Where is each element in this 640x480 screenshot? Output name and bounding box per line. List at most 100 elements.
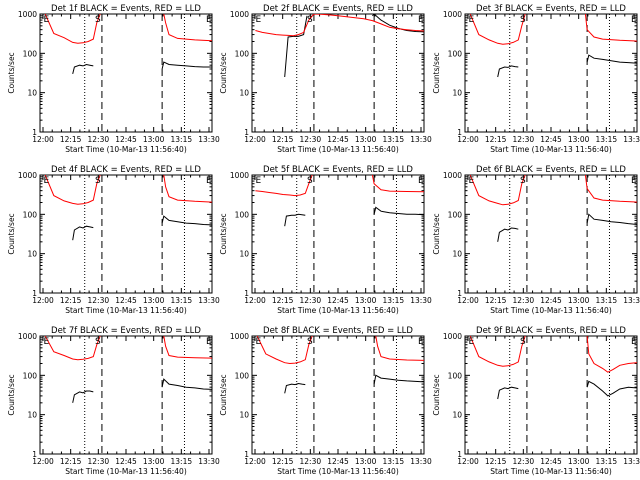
panel-title: Det 2f BLACK = Events, RED = LLD [263, 4, 413, 14]
interval-marker: E [255, 337, 261, 347]
events-rate-line [586, 380, 637, 397]
x-tick-label: 12:15 [485, 457, 507, 466]
detector-panel: Det 3f BLACK = Events, RED = LLD 1 10 100 10… [432, 4, 640, 154]
plot-frame [39, 174, 213, 294]
panel-title: Det 8f BLACK = Events, RED = LLD [263, 326, 413, 336]
lld-rate-line [586, 336, 637, 373]
panel-title: Det 6f BLACK = Events, RED = LLD [476, 165, 626, 175]
lld-rate-line [163, 336, 212, 359]
x-axis-label: Start Time (10-Mar-13 11:56:40) [490, 145, 612, 154]
y-axis-label: Counts/sec [7, 374, 16, 415]
panel-title: Det 4f BLACK = Events, RED = LLD [51, 165, 201, 175]
interval-marker: S [520, 176, 526, 186]
x-tick-label: 13:15 [596, 135, 618, 144]
x-tick-label: 12:45 [540, 457, 562, 466]
x-tick-label: 12:15 [60, 457, 82, 466]
y-tick-label: 1 [457, 128, 462, 137]
x-axis-label: Start Time (10-Mar-13 11:56:40) [277, 306, 399, 315]
x-tick-label: 13:15 [383, 457, 405, 466]
y-tick-label: 1000 [18, 10, 37, 19]
events-rate-line [72, 390, 94, 403]
y-tick-label: 10 [27, 89, 37, 98]
events-rate-line [284, 15, 308, 78]
x-tick-label: 13:30 [410, 135, 432, 144]
x-tick-label: 12:45 [540, 135, 562, 144]
x-tick-label: 13:30 [623, 457, 640, 466]
interval-marker: E [206, 337, 212, 347]
x-tick-label: 12:30 [513, 135, 535, 144]
interval-marker: E [206, 15, 212, 25]
y-tick-label: 1 [32, 450, 37, 459]
x-tick-label: 13:15 [171, 296, 193, 305]
series-group [44, 175, 212, 241]
x-axis-label: Start Time (10-Mar-13 11:56:40) [277, 145, 399, 154]
x-tick-label: 13:30 [198, 296, 220, 305]
events-rate-line [497, 65, 519, 78]
y-tick-label: 1 [244, 450, 249, 459]
interval-marker: E [468, 176, 474, 186]
x-tick-label: 12:30 [88, 457, 110, 466]
y-tick-label: 100 [235, 210, 250, 219]
panel-title: Det 7f BLACK = Events, RED = LLD [51, 326, 201, 336]
x-tick-label: 13:30 [198, 135, 220, 144]
x-axis-label: Start Time (10-Mar-13 11:56:40) [490, 306, 612, 315]
y-tick-label: 100 [23, 49, 38, 58]
y-tick-label: 1000 [230, 332, 249, 341]
y-tick-label: 10 [239, 411, 249, 420]
series-group [256, 336, 424, 394]
x-tick-label: 13:00 [143, 135, 165, 144]
x-tick-label: 12:45 [115, 457, 137, 466]
x-tick-label: 12:15 [60, 296, 82, 305]
interval-marker: E [468, 337, 474, 347]
interval-marker: E [631, 15, 637, 25]
x-tick-label: 13:15 [596, 296, 618, 305]
x-tick-label: 13:00 [568, 457, 590, 466]
events-rate-line [373, 374, 424, 385]
y-tick-label: 10 [452, 250, 462, 259]
events-rate-line [373, 206, 424, 216]
detector-panel: Det 5f BLACK = Events, RED = LLD 1 10 100 10… [219, 165, 432, 315]
interval-marker: S [95, 176, 101, 186]
y-tick-label: 100 [448, 210, 463, 219]
events-rate-line [161, 61, 212, 70]
lld-rate-line [256, 336, 313, 365]
detector-panel: Det 6f BLACK = Events, RED = LLD 1 10 100 10… [432, 165, 640, 315]
y-tick-label: 100 [235, 49, 250, 58]
x-tick-label: 13:00 [568, 296, 590, 305]
lld-rate-line [584, 14, 637, 42]
series-group [255, 175, 424, 227]
y-tick-label: 1 [244, 289, 249, 298]
x-tick-label: 12:00 [32, 457, 54, 466]
x-axis-label: Start Time (10-Mar-13 11:56:40) [65, 467, 187, 476]
y-tick-label: 100 [23, 210, 38, 219]
x-tick-label: 12:45 [327, 135, 349, 144]
y-tick-label: 1000 [443, 332, 462, 341]
series-group [469, 14, 637, 78]
lld-rate-line [584, 175, 637, 203]
x-tick-label: 13:00 [143, 457, 165, 466]
x-axis-label: Start Time (10-Mar-13 11:56:40) [65, 306, 187, 315]
y-tick-label: 100 [448, 49, 463, 58]
lld-rate-line [371, 175, 424, 193]
detector-panel: Det 9f BLACK = Events, RED = LLD 1 10 100 10… [432, 326, 640, 476]
y-tick-label: 10 [27, 411, 37, 420]
interval-marker: E [631, 337, 637, 347]
y-tick-label: 1000 [230, 10, 249, 19]
x-tick-label: 13:30 [410, 296, 432, 305]
plot-frame [39, 13, 213, 133]
series-group [255, 14, 424, 78]
lld-rate-line [375, 336, 424, 361]
y-tick-label: 100 [23, 371, 38, 380]
x-tick-label: 13:15 [383, 296, 405, 305]
series-group [44, 14, 212, 75]
x-tick-label: 13:30 [623, 135, 640, 144]
panel-title: Det 3f BLACK = Events, RED = LLD [476, 4, 626, 14]
y-axis-label: Counts/sec [432, 374, 441, 415]
series-group [469, 336, 637, 400]
x-tick-label: 12:15 [272, 296, 294, 305]
lld-rate-line [255, 175, 313, 197]
y-tick-label: 1 [457, 450, 462, 459]
y-tick-label: 1000 [443, 10, 462, 19]
interval-marker: S [307, 176, 313, 186]
x-tick-label: 12:45 [115, 296, 137, 305]
